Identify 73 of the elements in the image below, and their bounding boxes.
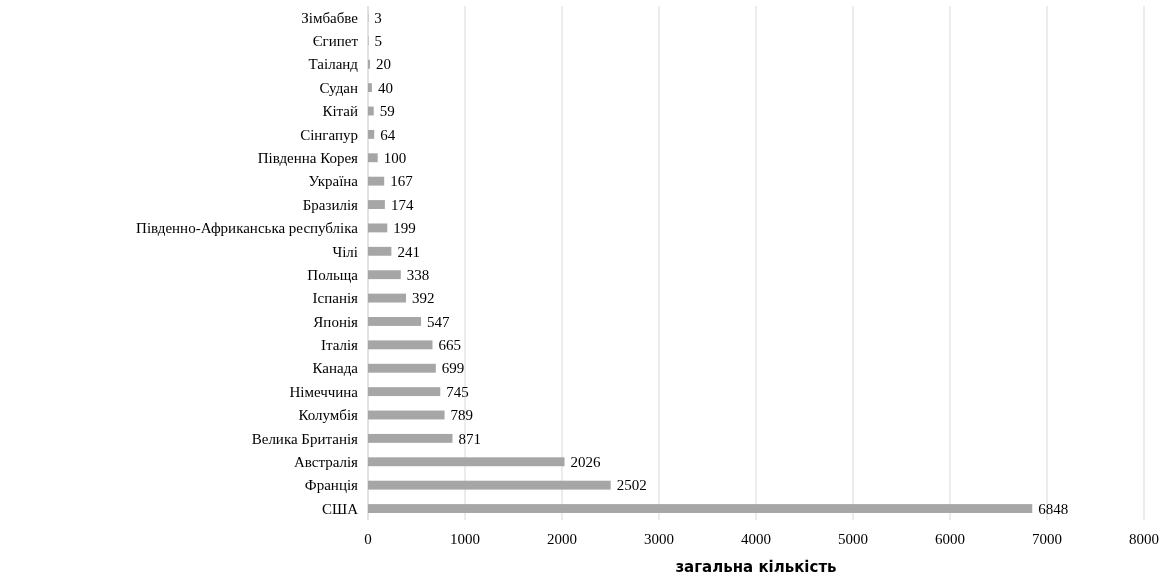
data-label: 3 — [374, 9, 382, 26]
y-tick-label: Кітай — [322, 103, 358, 120]
y-tick-label: Україна — [308, 173, 359, 190]
data-label: 199 — [393, 220, 416, 237]
bar — [368, 83, 372, 93]
x-tick-label: 2000 — [547, 531, 577, 547]
bar — [368, 480, 611, 490]
data-label: 40 — [377, 79, 393, 96]
y-tick-label: Німеччина — [289, 383, 359, 400]
data-label: 6848 — [1038, 500, 1069, 517]
data-label: 100 — [383, 150, 407, 167]
bar — [368, 317, 422, 326]
bar — [368, 223, 388, 233]
bar — [368, 106, 374, 116]
y-tick-label: Таіланд — [308, 56, 359, 73]
x-tick-label: 7000 — [1032, 531, 1062, 547]
data-label: 338 — [406, 266, 430, 283]
bar — [368, 457, 565, 467]
data-label: 392 — [412, 290, 435, 307]
y-tick-label: Австралія — [293, 454, 359, 471]
bar — [368, 363, 436, 373]
y-tick-label: Бразилія — [302, 196, 359, 213]
data-label: 547 — [427, 313, 451, 330]
bar — [368, 410, 445, 420]
bar — [368, 293, 407, 303]
y-tick-label: Чілі — [332, 243, 358, 260]
data-label: 789 — [450, 407, 474, 424]
bar — [368, 200, 385, 209]
y-tick-label: Сінгапур — [300, 126, 358, 143]
data-label: 5 — [374, 33, 382, 50]
bar — [368, 153, 378, 163]
y-tick-label: Японія — [313, 313, 359, 330]
y-tick-label: Канада — [312, 360, 359, 377]
x-tick-label: 5000 — [838, 531, 868, 547]
y-tick-label: Італія — [320, 337, 359, 354]
x-tick-label: 4000 — [741, 531, 771, 547]
y-tick-label: Судан — [319, 79, 358, 96]
data-label: 174 — [390, 196, 414, 213]
y-tick-label: Велика Британія — [251, 430, 359, 447]
data-label: 59 — [379, 103, 395, 120]
y-tick-label: США — [322, 500, 359, 517]
x-tick-label: 8000 — [1129, 531, 1159, 547]
y-tick-label: Єгипет — [312, 33, 359, 50]
data-label: 665 — [438, 337, 462, 354]
x-axis-title: загальна кількість — [675, 558, 837, 576]
data-label: 2502 — [616, 477, 647, 494]
bar — [368, 176, 385, 186]
bar — [368, 129, 375, 139]
data-label: 167 — [390, 173, 414, 190]
bar — [368, 246, 392, 256]
data-label: 871 — [458, 430, 481, 447]
data-label: 699 — [441, 360, 465, 377]
bar — [368, 340, 433, 350]
x-tick-label: 1000 — [450, 531, 480, 547]
y-tick-label: Зімбабве — [301, 9, 359, 26]
bar — [368, 433, 453, 443]
y-tick-label: Південна Корея — [257, 150, 359, 167]
y-tick-label: Франція — [304, 477, 359, 494]
x-tick-label: 0 — [364, 531, 372, 547]
data-label: 64 — [380, 126, 396, 143]
data-label: 241 — [397, 243, 420, 260]
x-tick-label: 6000 — [935, 531, 965, 547]
bar — [368, 270, 401, 280]
y-tick-label: Колумбія — [298, 407, 359, 424]
x-tick-label: 3000 — [644, 531, 674, 547]
data-label: 745 — [446, 383, 469, 400]
data-label: 2026 — [570, 454, 602, 471]
y-tick-label: Іспанія — [312, 290, 359, 307]
bar — [368, 387, 441, 397]
bar — [368, 504, 1033, 513]
y-tick-label: Південно-Африканська республіка — [136, 220, 359, 237]
data-label: 20 — [375, 56, 391, 73]
y-tick-label: Польща — [307, 266, 359, 283]
